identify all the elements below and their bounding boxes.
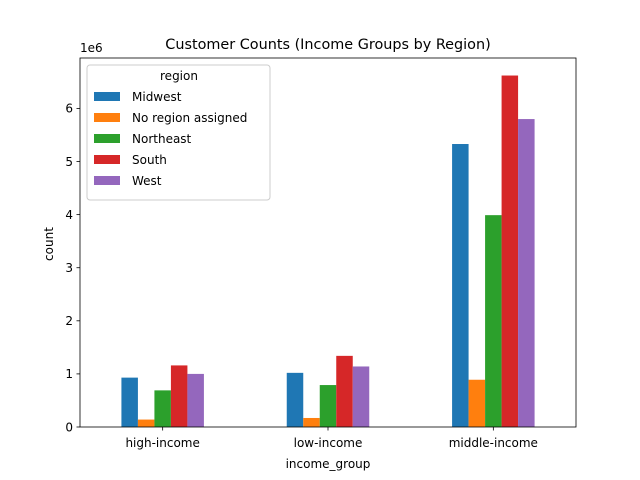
legend-entry-label: South [132,153,167,167]
legend-entry-label: Midwest [132,90,182,104]
legend-swatch [94,176,120,185]
bar-no-region-assigned-high-income [137,419,155,427]
y-tick-label: 0 [65,420,73,434]
x-tick-label: high-income [125,436,199,450]
x-tick-label: low-income [294,436,363,450]
bar-midwest-middle-income [452,144,469,427]
bar-no-region-assigned-middle-income [468,379,486,427]
y-tick-label: 4 [65,208,73,222]
bar-south-high-income [170,365,188,427]
legend-box [86,64,271,201]
bar-no-region-assigned-low-income [303,417,320,427]
bar-midwest-low-income [286,372,304,427]
y-axis-label: count [42,227,56,261]
bar-northeast-low-income [319,385,337,427]
legend-title: region [160,69,198,83]
bar-south-middle-income [501,75,519,427]
y-offset-text: 1e6 [80,41,103,55]
bar-northeast-middle-income [485,215,502,427]
x-axis-label: income_group [286,457,371,471]
legend-swatch [94,92,120,101]
bar-midwest-high-income [121,377,138,427]
legend-swatch [94,113,120,122]
x-tick-label: middle-income [449,436,538,450]
bar-west-low-income [352,366,370,427]
legend: region Midwest No region assigned Northeast… [86,64,271,201]
chart-title: Customer Counts (Income Groups by Region… [165,37,490,53]
y-tick-label: 5 [65,155,73,169]
legend-entry-label: Northeast [132,132,192,146]
bar-west-middle-income [518,119,535,427]
legend-entry-label: West [132,174,162,188]
plot-area: high-income low-income middle-income 0 1 2 3 4 5… [65,57,577,450]
y-tick-label: 2 [65,314,73,328]
bar-south-low-income [336,355,353,427]
legend-swatch [94,134,120,143]
y-tick-label: 3 [65,261,73,275]
y-tick-label: 6 [65,102,73,116]
bar-west-high-income [187,373,204,427]
legend-entry-label: No region assigned [132,111,247,125]
y-tick-label: 1 [65,367,73,381]
bar-northeast-high-income [154,390,171,427]
legend-swatch [94,155,120,164]
